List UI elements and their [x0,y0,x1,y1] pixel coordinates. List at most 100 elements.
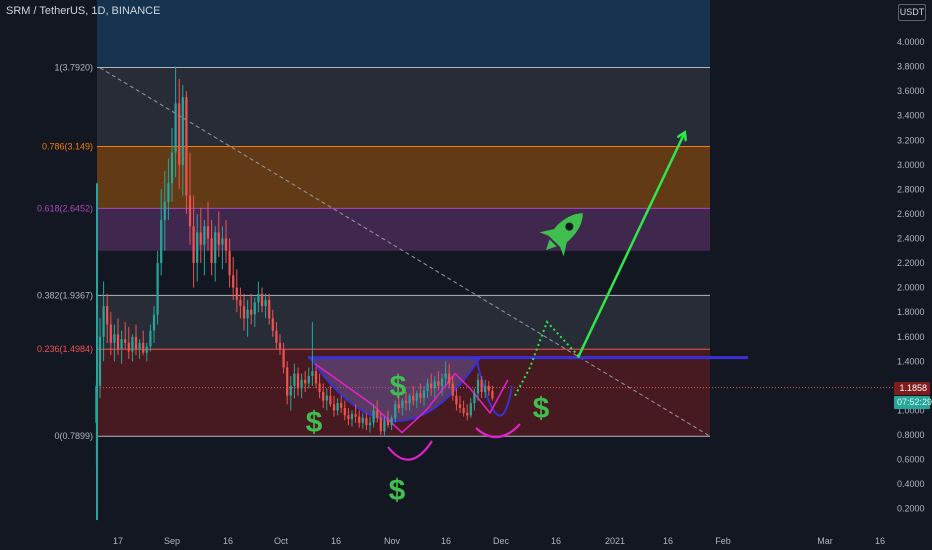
candle-body [224,238,228,251]
candle-body [113,334,116,343]
y-tick-label: 0.2000 [897,504,925,514]
candle-body [300,379,303,389]
candle-body [412,395,415,401]
candle [185,91,188,214]
fib-label: 1(3.7920) [54,63,93,73]
smile-arc [387,440,433,461]
candle-body [314,371,318,384]
candle-body [250,309,253,315]
candle [293,363,296,399]
candle-body [293,373,296,386]
candle [394,400,397,423]
fib-band-gap [97,250,710,296]
candle-body [214,232,217,264]
y-tick-label: 4.0000 [897,37,925,47]
candle-body [361,417,364,423]
candle-body [152,314,156,331]
candle [113,324,116,362]
candle [484,379,487,399]
candle [390,415,393,431]
candle [311,322,314,386]
candle-body [163,201,166,221]
candle [170,127,174,202]
candle-body [246,309,249,319]
candle [437,371,440,391]
candle-body [134,336,138,350]
candle [433,376,436,399]
candle-body [109,324,112,343]
candle [304,371,307,393]
fib-label: 0.786(3.149) [42,142,93,152]
candle-countdown-tag: 07:52:29 [894,396,932,409]
candle-body [365,417,368,426]
candle-body [440,378,444,386]
candle [469,398,472,418]
candle-body [116,334,120,350]
candle [188,152,192,245]
candle-body [149,330,152,347]
candle [275,322,278,350]
candle [350,410,354,427]
y-tick-label: 1.6000 [897,332,925,342]
candle [444,361,447,386]
projection-path [514,320,581,397]
x-tick-label: 16 [441,536,451,546]
candle-body [480,379,483,393]
candle-body [228,250,231,276]
candle-body [131,336,134,352]
candle [325,388,328,411]
candle-body [268,299,271,319]
candle [455,388,458,411]
candle-body [203,226,206,245]
smile-arc [475,423,521,439]
candle [181,84,184,196]
candle [491,385,494,401]
currency-unit-button[interactable]: USDT [898,4,926,21]
rocket-icon [539,213,583,257]
candle-body [142,342,145,353]
y-tick-label: 1.8000 [897,307,925,317]
candle [480,376,483,399]
candle-body [232,275,235,288]
candle [152,306,156,343]
candle [332,395,336,417]
candle-body [340,403,343,408]
candle-body [350,414,354,420]
y-tick-label: 3.2000 [897,135,925,145]
x-tick-label: Sep [164,536,180,546]
candle-body [264,299,267,307]
candle-body [167,183,170,202]
candle [307,367,310,389]
candle [358,410,361,428]
candle [264,293,267,319]
candle [336,398,339,416]
candle [253,297,256,327]
candle [271,309,274,337]
candle-body [466,412,469,416]
dollar-sign: $ [533,392,550,425]
cup-shape [308,356,482,422]
y-tick-label: 1.4000 [897,356,925,366]
y-tick-label: 2.8000 [897,184,925,194]
dollar-sign: $ [390,370,407,403]
candle [127,326,130,359]
candle [458,395,462,413]
candle [106,293,109,343]
y-tick-label: 3.0000 [897,160,925,170]
candle [386,410,390,428]
candle [343,400,346,421]
candle-body [257,293,260,303]
candle [203,220,206,276]
candle [476,373,480,401]
candle-body [106,306,109,325]
candle [422,385,426,406]
candle-body [271,318,274,331]
candle-body [138,342,141,350]
y-tick-label: 3.6000 [897,86,925,96]
candle-body [296,373,300,389]
x-tick-label: 2021 [605,536,625,546]
candle-body [325,395,328,401]
candle [419,383,422,404]
candle-body [433,380,436,389]
